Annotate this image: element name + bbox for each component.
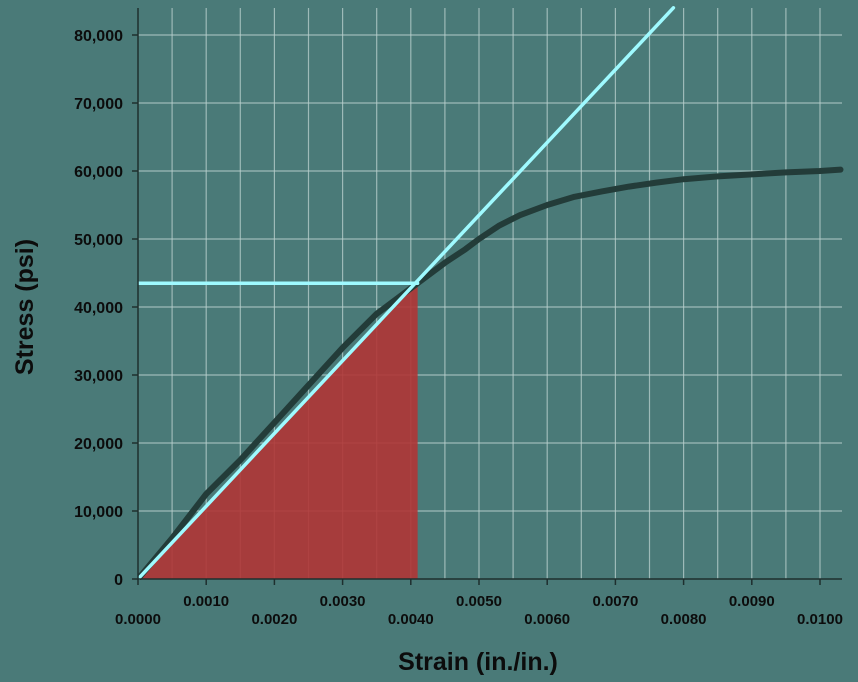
x-tick-label: 0.0000: [115, 611, 161, 628]
y-tick-label: 0: [114, 572, 123, 589]
y-tick-label: 50,000: [74, 232, 123, 249]
x-tick-label: 0.0010: [183, 593, 229, 610]
y-tick-label: 60,000: [74, 164, 123, 181]
stress-strain-curve-series: [138, 166, 844, 580]
grid: [138, 8, 842, 579]
x-tick-labels: 0.0000 0.0010 0.0020 0.0030 0.0040 0.0050 0.00…: [115, 593, 843, 628]
y-tick-labels: 0 10,000 20,000 30,000 40,000 50,000 60,000 70,…: [74, 28, 123, 589]
y-tick-label: 10,000: [74, 504, 123, 521]
y-tick-label: 40,000: [74, 300, 123, 317]
axes: [132, 8, 842, 585]
x-axis-title: Strain (in./in.): [398, 648, 558, 676]
y-tick-label: 80,000: [74, 28, 123, 45]
x-tick-label: 0.0090: [729, 593, 775, 610]
elastic-line-series: [138, 6, 676, 580]
y-tick-label: 30,000: [74, 368, 123, 385]
x-tick-label: 0.0020: [251, 611, 297, 628]
x-tick-label: 0.0040: [388, 611, 434, 628]
series-layer: [138, 6, 844, 580]
x-tick-label: 0.0080: [661, 611, 707, 628]
x-tick-label: 0.0050: [456, 593, 502, 610]
y-tick-label: 20,000: [74, 436, 123, 453]
x-tick-label: 0.0070: [592, 593, 638, 610]
y-axis-title: Stress (psi): [11, 239, 39, 375]
x-tick-label: 0.0030: [320, 593, 366, 610]
y-tick-label: 70,000: [74, 96, 123, 113]
x-tick-label: 0.0100: [797, 611, 843, 628]
x-tick-label: 0.0060: [524, 611, 570, 628]
